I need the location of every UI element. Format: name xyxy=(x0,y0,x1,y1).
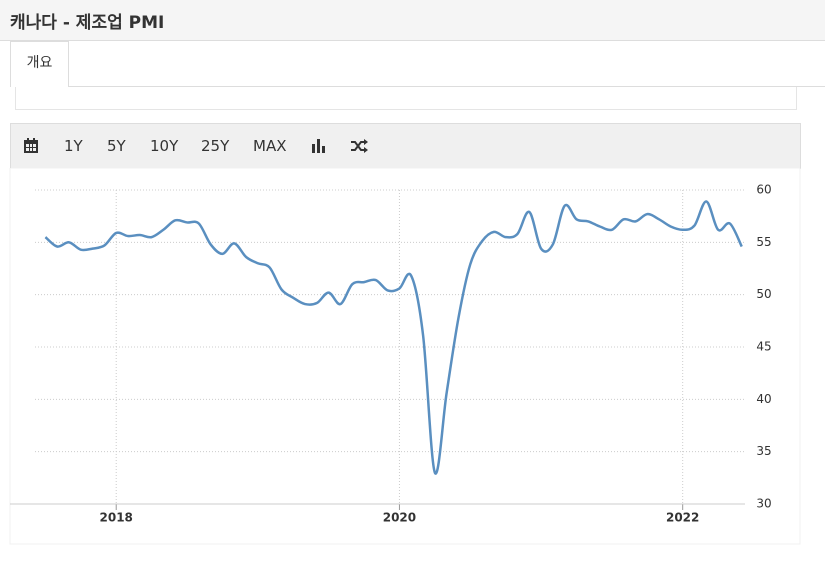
x-tick-label: 2022 xyxy=(666,511,699,525)
range-button[interactable]: 1Y xyxy=(64,137,83,155)
range-button[interactable]: MAX xyxy=(253,137,287,155)
page-title: 캐나다 - 제조업 PMI xyxy=(10,13,165,33)
bar-chart-icon[interactable] xyxy=(311,138,327,154)
y-tick-label: 45 xyxy=(756,340,771,354)
panel xyxy=(15,87,797,110)
tab-border xyxy=(68,86,825,87)
chart: 30 35 40 45 50 55 60 2018 2020 2022 xyxy=(9,168,801,545)
y-tick-label: 60 xyxy=(756,183,771,197)
chart-frame xyxy=(9,168,801,545)
toolbar: 1Y 5Y 10Y 25Y MAX xyxy=(10,123,801,169)
y-tick-label: 50 xyxy=(756,287,771,301)
data-line xyxy=(44,200,743,475)
y-tick-label: 35 xyxy=(756,444,771,458)
y-tick-label: 30 xyxy=(756,497,771,511)
x-tick-label: 2020 xyxy=(383,511,416,525)
y-tick-label: 55 xyxy=(756,235,771,249)
tab[interactable]: 개요 xyxy=(10,41,69,87)
range-button[interactable]: 25Y xyxy=(201,137,230,155)
y-tick-label: 40 xyxy=(756,392,771,406)
range-button[interactable]: 10Y xyxy=(150,137,179,155)
calendar-icon[interactable] xyxy=(23,138,39,154)
shuffle-icon[interactable] xyxy=(350,138,368,154)
title-bar: 캐나다 - 제조업 PMI xyxy=(0,0,825,41)
range-button[interactable]: 5Y xyxy=(107,137,126,155)
x-tick-label: 2018 xyxy=(100,511,133,525)
